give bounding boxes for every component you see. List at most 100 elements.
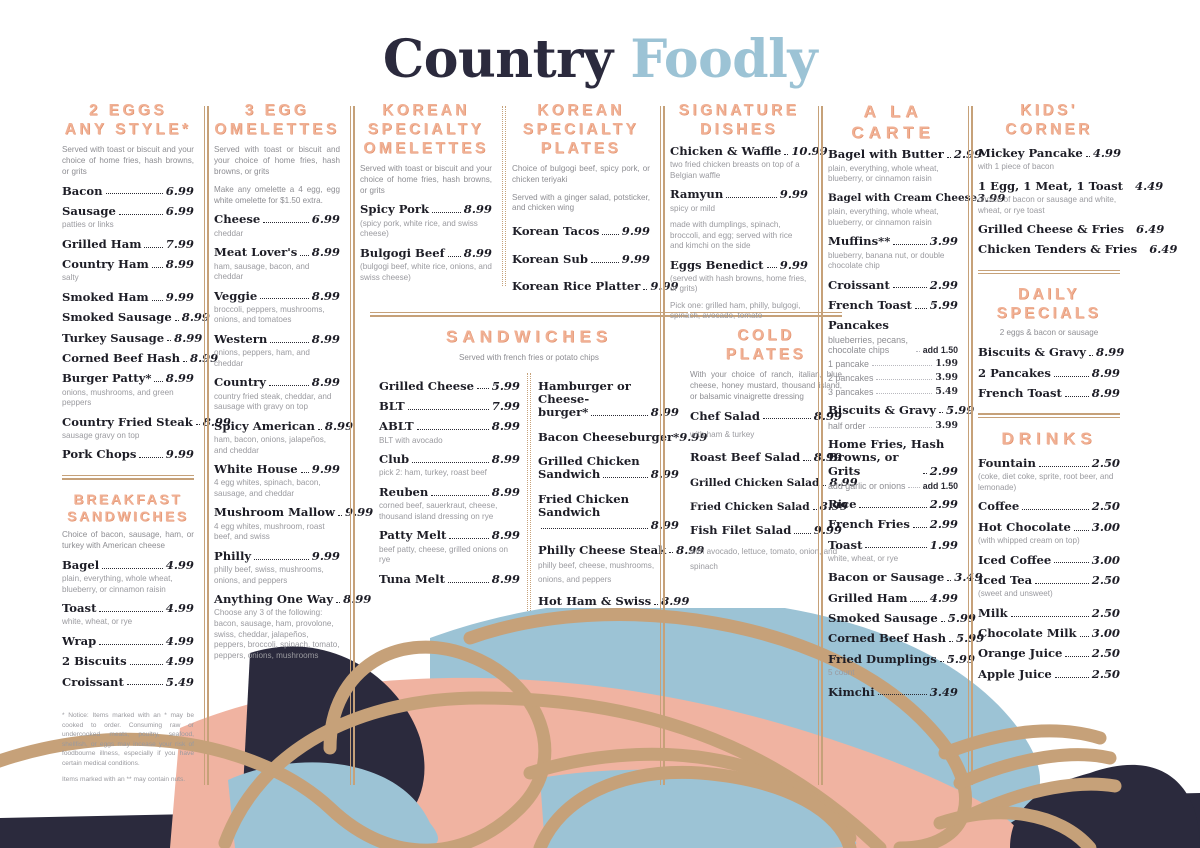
korean-plates-item-list: Korean Tacos 9.99 Korean Sub 9.99 Korean R…	[512, 225, 679, 294]
leader-dots	[877, 694, 927, 696]
leader-dots	[260, 298, 309, 300]
item-price: 8.99	[165, 371, 194, 386]
item-description: beef patty, cheese, grilled onions on ry…	[379, 544, 508, 565]
item-description: salty	[62, 273, 79, 283]
item-name: Eggs Benedict	[670, 257, 764, 272]
leader-dots	[154, 381, 163, 383]
item-price: 9.99	[779, 257, 808, 272]
leader-dots	[105, 193, 163, 195]
menu-item: Spicy Pork 8.99	[360, 203, 492, 217]
item-description: philly beef, cheese, mushrooms, onions, …	[538, 560, 655, 584]
item-name: French Toast	[978, 386, 1062, 401]
column-5: SIGNATURE DISHES Chicken & Waffle 10.99 t…	[660, 102, 828, 785]
leader-dots	[541, 528, 648, 530]
leader-dots	[300, 471, 309, 473]
item-name-line1: Home Fries, Hash	[828, 436, 945, 451]
item-price: 2.50	[1091, 572, 1120, 587]
item-name: Reuben	[379, 485, 429, 499]
pancake-addon-row: blueberries, pecans, chocolate chips add …	[828, 335, 958, 355]
menu-item-home-fries: Home Fries, Hash Browns, or Grits 2.99	[828, 436, 958, 478]
item-name: Smoked Ham	[62, 289, 149, 304]
leader-dots	[1073, 529, 1089, 531]
item-description: (coke, diet coke, sprite, root beer, and…	[978, 472, 1114, 492]
leader-dots	[939, 412, 944, 414]
leader-dots	[914, 307, 927, 309]
leader-dots	[1089, 355, 1094, 357]
leader-dots	[431, 494, 489, 496]
item-name: Muffins**	[828, 234, 891, 249]
item-description: corned beef, sauerkraut, cheese, thousan…	[379, 501, 498, 521]
pancake-count-row: 3 pancakes 5.49	[828, 386, 958, 397]
menu-item: Smoked Sausage 8.99	[62, 310, 210, 324]
item-description: 4 egg whites, mushroom, roast beef, and …	[214, 521, 325, 542]
item-price: 9.99	[165, 447, 194, 462]
menu-item: Ramyun 9.99	[670, 187, 808, 202]
item-price: 9.99	[779, 187, 808, 202]
menu-item: Meat Lover's 8.99	[214, 245, 340, 260]
menu-item: Cheese 6.99	[214, 213, 340, 227]
menu-item: Croissant 2.99	[828, 278, 958, 292]
leader-dots	[876, 378, 933, 380]
leader-dots	[126, 684, 163, 686]
section-divider	[978, 413, 1120, 419]
item-description: 4 egg whites, spinach, bacon, sausage, a…	[214, 478, 321, 498]
leader-dots	[167, 340, 172, 342]
sandwiches-top-divider	[370, 312, 688, 317]
column-divider	[350, 106, 355, 785]
item-name: Bacon or Sausage	[828, 570, 945, 585]
item-description: (spicy pork, white rice, and swiss chees…	[360, 218, 478, 239]
item-price: 8.99	[813, 408, 842, 423]
item-price: 7.99	[165, 236, 194, 251]
menu-item: Grilled Ham 4.99	[828, 591, 958, 605]
menu-item: Milk 2.50	[978, 606, 1120, 620]
leader-dots	[1053, 375, 1089, 377]
section-divider	[62, 474, 194, 480]
cold-plates-top-divider	[690, 312, 842, 317]
korean-plates-blurb: Choice of bulgogi beef, spicy pork, or c…	[512, 163, 650, 184]
pancake-count-row: 1 pancake 1.99	[828, 358, 958, 369]
item-name: Meat Lover's	[214, 245, 298, 260]
addon-label: blueberries, pecans, chocolate chips	[828, 334, 908, 355]
menu-item: Anything One Way 8.99	[214, 592, 371, 606]
home-fries-addon-row: add garlic or onions add 1.50	[828, 481, 958, 491]
half-order-row: half order 3.99	[828, 420, 958, 431]
item-description: with ham & turkey	[690, 429, 755, 439]
drinks-item-list: Fountain 2.50 (coke, diet coke, sprite, r…	[978, 456, 1120, 681]
item-price: 3.00	[1091, 552, 1120, 567]
item-price: 5.99	[946, 651, 976, 666]
item-name: Turkey Sausage	[62, 330, 165, 345]
menu-item: Bagel with Butter 2.99	[828, 148, 982, 162]
item-price: 6.49	[1149, 242, 1178, 257]
item-name: Country	[214, 375, 267, 390]
title-word-foodly: Foodly	[630, 29, 818, 90]
item-price: 2.99	[929, 517, 958, 532]
menu-item: Toast 4.99	[62, 601, 194, 615]
leader-dots	[1064, 395, 1089, 397]
daily-specials-blurb: 2 eggs & bacon or sausage	[999, 328, 1099, 338]
leader-dots	[447, 581, 489, 583]
item-price: 2.99	[929, 496, 958, 511]
item-name: Philly	[214, 548, 252, 563]
leader-dots	[762, 418, 811, 420]
menu-item: Tuna Melt 8.99	[379, 572, 520, 586]
item-name: Country Fried Steak	[62, 414, 193, 429]
menu-item: Country Ham 8.99	[62, 257, 194, 271]
item-name: Bacon Cheeseburger*	[538, 429, 680, 444]
omelettes-blurb-2: Make any omelette a 4 egg, egg white ome…	[214, 184, 340, 205]
item-price: 5.99	[946, 402, 975, 417]
pancake-count-label: 1 pancake	[828, 358, 869, 369]
leader-dots	[269, 385, 309, 387]
leader-dots	[1022, 509, 1089, 511]
leader-dots	[803, 460, 811, 462]
leader-dots	[915, 350, 920, 352]
leader-dots	[254, 558, 309, 560]
item-description-2: made with dumplings, spinach, broccoli, …	[670, 220, 793, 251]
item-price: 5.99	[956, 631, 985, 646]
item-price: 8.99	[661, 594, 690, 609]
cold-plates-blurb: With your choice of ranch, italian, blue…	[690, 369, 842, 401]
column-divider	[660, 106, 665, 785]
leader-dots	[876, 392, 933, 394]
item-name: Veggie	[214, 288, 258, 303]
item-name: Korean Rice Platter	[512, 279, 641, 294]
